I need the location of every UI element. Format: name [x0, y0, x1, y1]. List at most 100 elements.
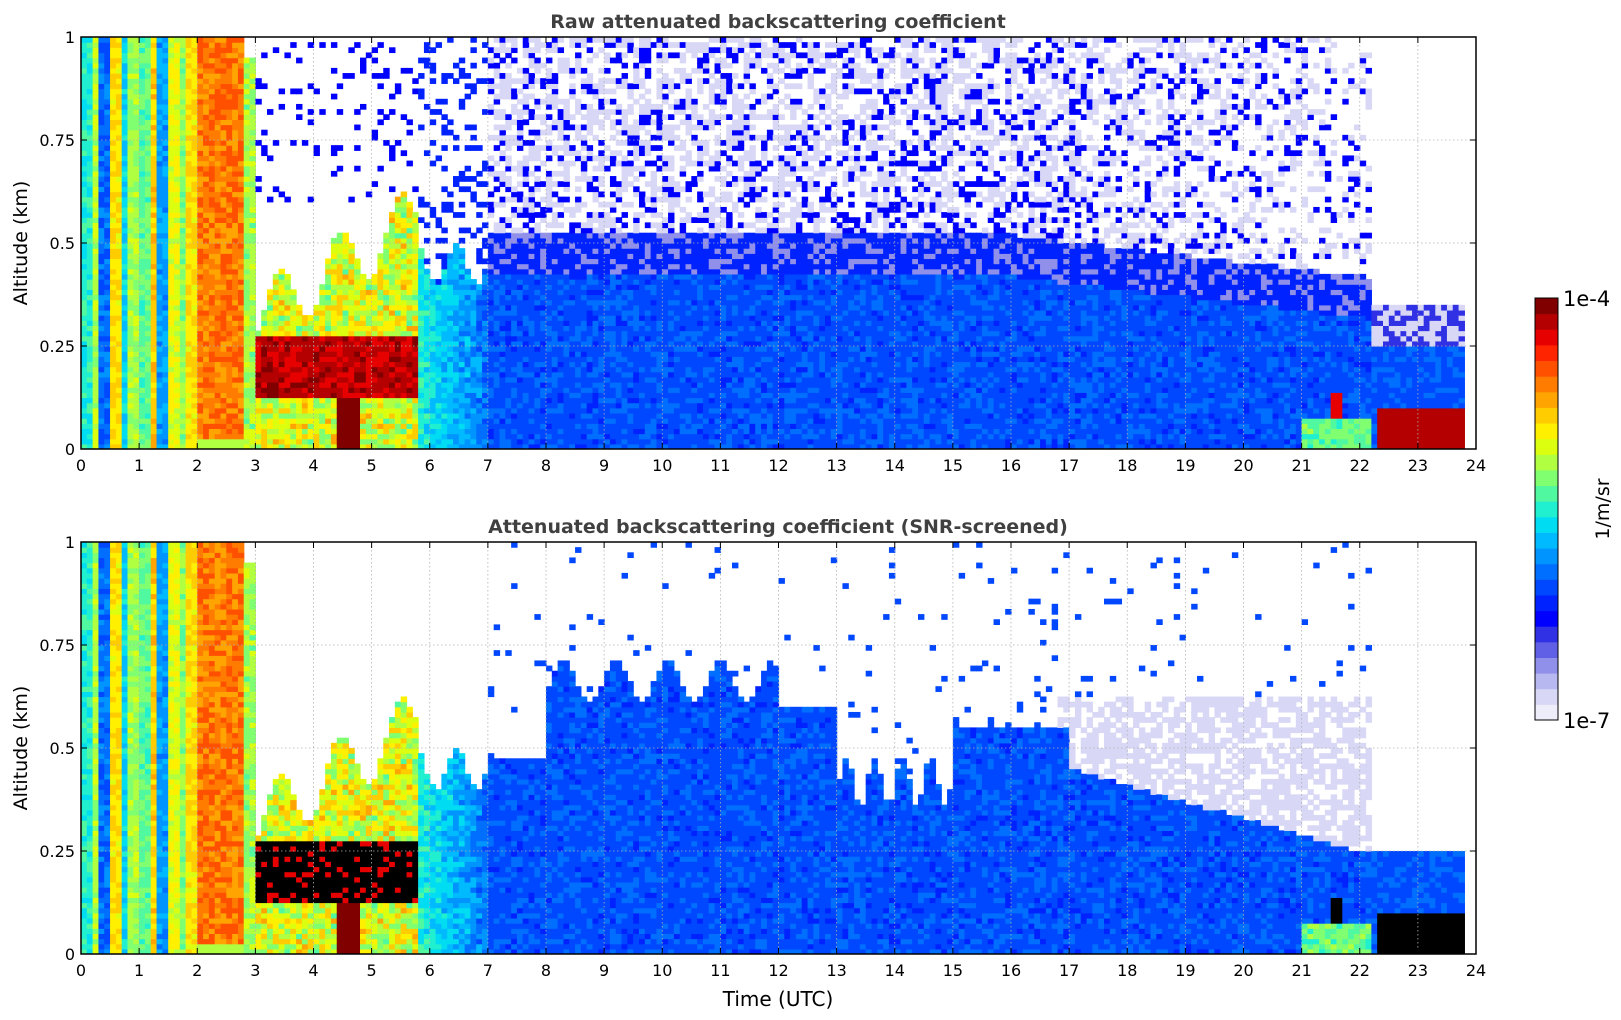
heatmap-cell [336, 232, 344, 239]
heatmap-cell [522, 160, 530, 167]
heatmap-cell [301, 443, 309, 449]
heatmap-cell [551, 443, 559, 449]
heatmap-cell [528, 320, 535, 326]
heatmap-cell [516, 268, 524, 275]
heatmap-cell [232, 273, 239, 280]
heatmap-cell [208, 78, 216, 84]
heatmap-cell [313, 366, 320, 373]
heatmap-cell [121, 52, 129, 59]
heatmap-cell [150, 150, 158, 157]
heatmap-cell [290, 325, 297, 332]
heatmap-cell [563, 340, 570, 347]
heatmap-cell [272, 392, 280, 399]
heatmap-cell [208, 289, 216, 296]
heatmap-cell [412, 186, 419, 193]
heatmap-cell [313, 433, 320, 440]
heatmap-cell [121, 428, 129, 435]
heatmap-cell [546, 346, 553, 352]
heatmap-cell [551, 47, 559, 54]
heatmap-cell [482, 299, 489, 306]
heatmap-cell [342, 356, 349, 363]
heatmap-cell [226, 428, 233, 435]
heatmap-cell [121, 114, 129, 120]
heatmap-cell [267, 309, 274, 316]
heatmap-cell [470, 196, 477, 203]
heatmap-cell [569, 428, 576, 435]
heatmap-cell [115, 243, 123, 249]
heatmap-cell [127, 340, 134, 347]
heatmap-cell [371, 304, 379, 311]
heatmap-cell [144, 412, 152, 419]
heatmap-cell [418, 340, 425, 347]
heatmap-cell [499, 418, 506, 424]
heatmap-cell [313, 356, 320, 363]
heatmap-cell [81, 52, 88, 59]
heatmap-cell [115, 67, 123, 74]
heatmap-cell [470, 284, 477, 290]
heatmap-cell [313, 392, 320, 399]
heatmap-cell [98, 335, 105, 342]
heatmap-cell [162, 201, 169, 208]
heatmap-cell [98, 392, 105, 399]
heatmap-cell [249, 340, 256, 347]
heatmap-cell [214, 309, 222, 316]
heatmap-cell [336, 248, 344, 254]
heatmap-cell [249, 315, 256, 321]
heatmap-cell [232, 129, 239, 136]
heatmap-cell [476, 253, 483, 260]
heatmap-cell [144, 227, 152, 234]
heatmap-cell [185, 176, 193, 182]
heatmap-cell [127, 299, 134, 306]
heatmap-cell [348, 325, 355, 332]
heatmap-cell [511, 371, 518, 378]
heatmap-cell [325, 340, 332, 347]
heatmap-cell [174, 335, 181, 342]
heatmap-cell [127, 387, 134, 393]
heatmap-cell [104, 170, 111, 177]
heatmap-cell [493, 279, 501, 285]
heatmap-cell [98, 62, 105, 69]
heatmap-cell [487, 57, 495, 64]
heatmap-cell [81, 93, 88, 100]
heatmap-cell [115, 165, 123, 172]
heatmap-cell [86, 443, 94, 449]
heatmap-cell [81, 423, 88, 429]
heatmap-cell [365, 438, 373, 445]
heatmap-cell [150, 155, 158, 162]
heatmap-cell [453, 366, 460, 373]
heatmap-cell [371, 428, 379, 435]
heatmap-cell [232, 309, 239, 316]
heatmap-cell [226, 294, 233, 301]
heatmap-cell [330, 351, 338, 357]
heatmap-cell [563, 67, 570, 74]
heatmap-cell [92, 263, 100, 270]
heatmap-cell [214, 376, 222, 383]
heatmap-cell [203, 150, 210, 157]
heatmap-cell [540, 340, 547, 347]
heatmap-cell [389, 289, 396, 296]
heatmap-cell [261, 438, 268, 445]
heatmap-cell [174, 176, 181, 182]
heatmap-cell [453, 376, 460, 383]
heatmap-cell [104, 103, 111, 110]
heatmap-cell [98, 232, 105, 239]
heatmap-cell [301, 325, 309, 332]
heatmap-cell [272, 320, 280, 326]
heatmap-cell [232, 114, 239, 120]
heatmap-cell [551, 392, 559, 399]
heatmap-cell [487, 253, 495, 260]
heatmap-cell [267, 155, 274, 162]
heatmap-cell [168, 237, 175, 244]
heatmap-cell [115, 47, 123, 54]
heatmap-cell [86, 387, 94, 393]
heatmap-cell [133, 181, 140, 187]
heatmap-cell [208, 253, 216, 260]
heatmap-cell [348, 315, 355, 321]
heatmap-cell [168, 258, 175, 265]
heatmap-cell [447, 263, 454, 270]
heatmap-cell [487, 382, 495, 388]
heatmap-cell [470, 83, 477, 90]
heatmap-cell [447, 268, 454, 275]
heatmap-cell [499, 366, 506, 373]
heatmap-cell [86, 140, 94, 146]
